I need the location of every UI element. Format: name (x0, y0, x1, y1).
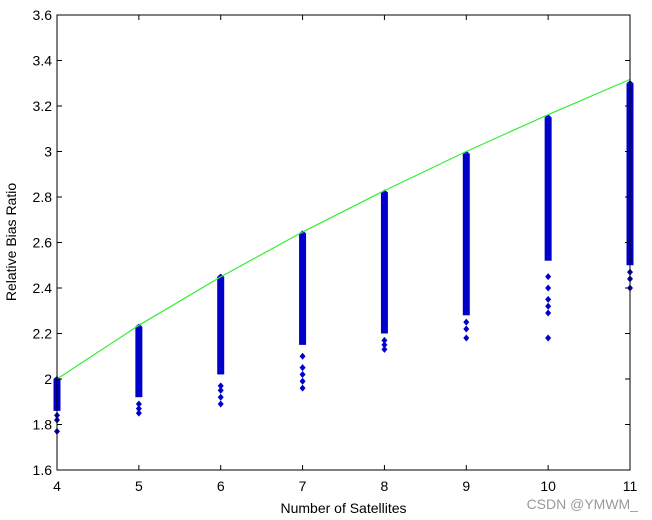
x-tick-label: 6 (217, 478, 225, 494)
y-tick-label: 2.8 (33, 189, 53, 205)
scatter-point (217, 382, 224, 390)
scatter-point (135, 409, 142, 417)
scatter-point (299, 370, 306, 378)
x-tick-label: 4 (53, 478, 61, 494)
scatter-point (544, 114, 552, 118)
scatter-point (299, 352, 306, 360)
scatter-point (135, 405, 142, 413)
scatter-point (463, 334, 470, 342)
x-tick-label: 8 (381, 478, 389, 494)
scatter-band-10 (544, 117, 552, 261)
scatter-point (381, 345, 388, 353)
scatter-point (545, 309, 552, 317)
scatter-point (545, 284, 552, 292)
scatter-point (381, 341, 388, 349)
scatter-point (217, 400, 224, 408)
scatter-band-7 (299, 233, 307, 345)
scatter-band-6 (217, 276, 225, 375)
y-tick-label: 2.4 (33, 280, 53, 296)
scatter-point (299, 377, 306, 385)
scatter-point (217, 393, 224, 401)
bound-line (56, 78, 631, 380)
y-tick-label: 3.2 (33, 98, 53, 114)
y-tick-label: 2.2 (33, 326, 53, 342)
scatter-point (463, 318, 470, 326)
y-tick-label: 3.6 (33, 7, 53, 23)
scatter-band-5 (135, 326, 143, 398)
x-tick-label: 7 (299, 478, 307, 494)
scatter-band-8 (380, 192, 388, 334)
scatter-point (545, 334, 552, 342)
y-tick-label: 1.8 (33, 417, 53, 433)
axes-box (56, 14, 631, 471)
scatter-point (463, 325, 470, 333)
x-tick-label: 9 (462, 478, 470, 494)
scatter-point (381, 336, 388, 344)
scatter-point (299, 364, 306, 372)
scatter-band-9 (462, 153, 470, 316)
scatter-point (545, 295, 552, 303)
scatter-point (462, 150, 470, 154)
y-tick-label: 3.4 (33, 53, 53, 69)
scatter-point (217, 386, 224, 394)
x-tick-label: 5 (135, 478, 143, 494)
x-tick-label: 10 (540, 478, 556, 494)
watermark: CSDN @YMWM_ (526, 496, 638, 512)
scatter-point (545, 302, 552, 310)
x-tick-label: 11 (623, 478, 638, 494)
scatter-point (545, 273, 552, 281)
scatter-point (299, 384, 306, 392)
x-axis-title: Number of Satellites (280, 500, 406, 516)
y-tick-label: 3 (44, 144, 52, 160)
y-tick-label: 1.6 (33, 462, 53, 478)
y-tick-label: 2.6 (33, 235, 53, 251)
y-tick-label: 2 (44, 371, 52, 387)
y-axis-title: Relative Bias Ratio (3, 183, 19, 301)
scatter-point (135, 400, 142, 408)
